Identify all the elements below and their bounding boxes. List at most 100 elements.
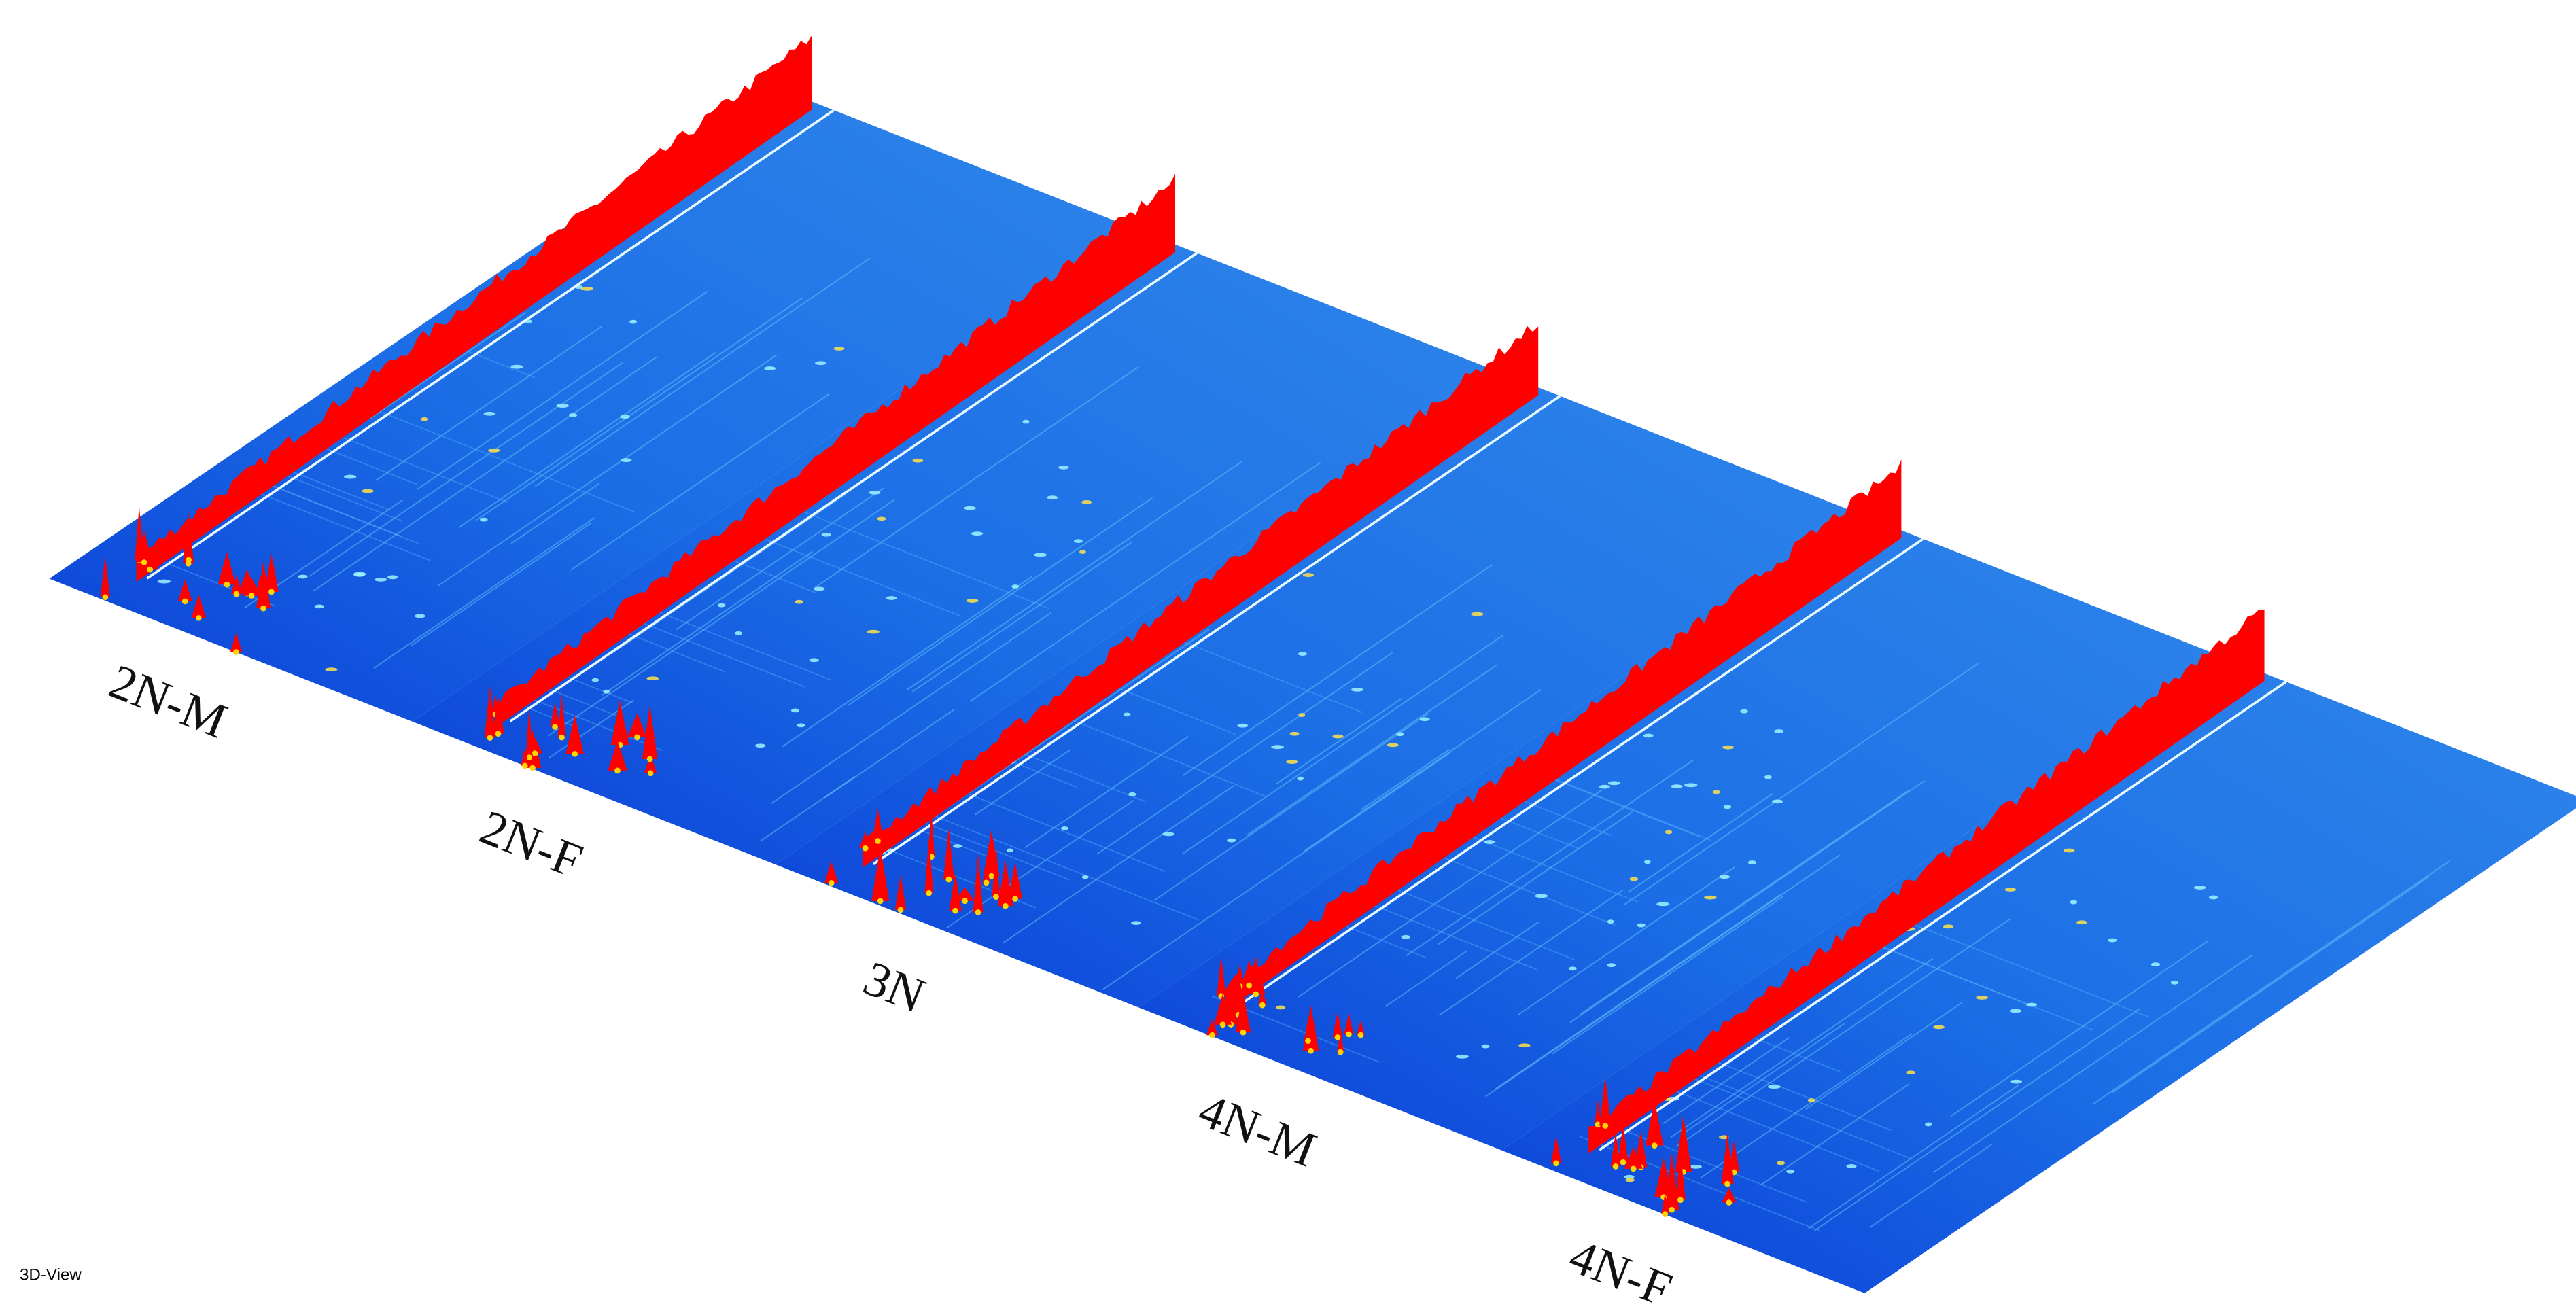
- streak: [362, 404, 636, 513]
- streak: [601, 550, 814, 697]
- streak: [1813, 1008, 2141, 1231]
- peak-base: [1730, 1169, 1737, 1176]
- streak: [1438, 890, 1624, 1016]
- spot: [344, 474, 357, 479]
- spot: [1772, 799, 1783, 804]
- spot: [1131, 921, 1141, 926]
- streak: [1355, 898, 1537, 970]
- gel-panel: 2N-F: [412, 173, 1499, 888]
- streak: [324, 429, 508, 504]
- streak: [906, 461, 1242, 691]
- peak-base: [1662, 1211, 1669, 1217]
- spot: [414, 614, 425, 618]
- streak: [1623, 663, 1979, 906]
- peak-base: [1553, 1160, 1559, 1167]
- peak: [484, 686, 495, 738]
- spot: [591, 678, 599, 682]
- peak: [871, 846, 890, 901]
- spot: [971, 531, 984, 536]
- streak: [1808, 1083, 2020, 1229]
- peak-base: [1724, 1180, 1730, 1187]
- streak: [1298, 789, 1603, 998]
- peak: [1337, 1032, 1344, 1053]
- peak: [1304, 1019, 1312, 1041]
- spot: [790, 708, 800, 713]
- streak: [782, 576, 1033, 748]
- streak: [1455, 921, 1539, 979]
- spot: [1629, 877, 1639, 881]
- spot: [629, 319, 637, 324]
- spot: [1906, 1070, 1916, 1075]
- spot: [1033, 553, 1047, 557]
- spot: [1719, 875, 1730, 879]
- peak-base: [233, 591, 240, 597]
- peak-base: [526, 754, 533, 760]
- spot: [821, 532, 831, 537]
- spot: [1976, 995, 1989, 1000]
- peak: [1721, 1133, 1734, 1185]
- peak: [1722, 1187, 1737, 1203]
- spot: [1387, 743, 1399, 748]
- spot: [966, 599, 979, 603]
- spot: [353, 572, 366, 577]
- streak: [1656, 1083, 1880, 1172]
- peak-base: [521, 762, 528, 769]
- spot: [1060, 826, 1068, 830]
- peak: [1258, 987, 1267, 1006]
- spot: [1298, 652, 1307, 656]
- streak: [1686, 1023, 1845, 1132]
- spot: [2170, 980, 2179, 985]
- peak: [924, 837, 934, 894]
- peak-base: [1620, 1159, 1626, 1165]
- spot: [480, 517, 488, 522]
- spot: [1079, 550, 1086, 554]
- peak: [1356, 1020, 1365, 1036]
- peak-base: [1630, 1165, 1637, 1172]
- spot: [1286, 760, 1298, 764]
- spot: [1607, 963, 1616, 968]
- streak: [969, 461, 1321, 702]
- spot: [1128, 792, 1136, 796]
- streak: [786, 504, 1049, 610]
- streak: [2112, 877, 2429, 1093]
- spot: [877, 516, 886, 521]
- streak: [1866, 940, 2035, 1008]
- spot: [1568, 966, 1577, 971]
- peak-base: [532, 750, 538, 756]
- spot: [362, 489, 374, 493]
- peak: [264, 553, 279, 592]
- spot: [510, 364, 523, 369]
- spot: [1764, 775, 1772, 779]
- sample-label: 2N-M: [102, 653, 234, 748]
- spot: [1006, 848, 1013, 853]
- spot: [815, 361, 827, 366]
- streak: [911, 541, 1133, 692]
- streak: [375, 326, 603, 481]
- gel-surface: [49, 86, 1136, 722]
- spot: [1396, 732, 1404, 737]
- peak: [642, 705, 658, 759]
- peak-base: [181, 598, 188, 605]
- streak: [1182, 564, 1493, 777]
- spot: [795, 599, 803, 604]
- peak-base: [1308, 1047, 1314, 1054]
- streak: [814, 366, 1139, 589]
- streak: [624, 615, 805, 688]
- spot: [646, 676, 659, 681]
- streak: [253, 478, 419, 544]
- streak: [1438, 811, 1633, 945]
- spot: [1058, 465, 1069, 470]
- peak-base: [1357, 1032, 1364, 1038]
- streak: [1805, 1002, 1963, 1110]
- spot: [1401, 934, 1410, 939]
- spot: [1074, 539, 1083, 544]
- streak: [1360, 749, 1450, 811]
- peak-base: [1334, 1034, 1341, 1040]
- streak: [915, 807, 1200, 921]
- spot: [1535, 894, 1548, 898]
- spot: [1665, 830, 1673, 835]
- peak-base: [572, 750, 578, 757]
- peak-base: [1219, 1021, 1226, 1028]
- spot: [2064, 848, 2075, 853]
